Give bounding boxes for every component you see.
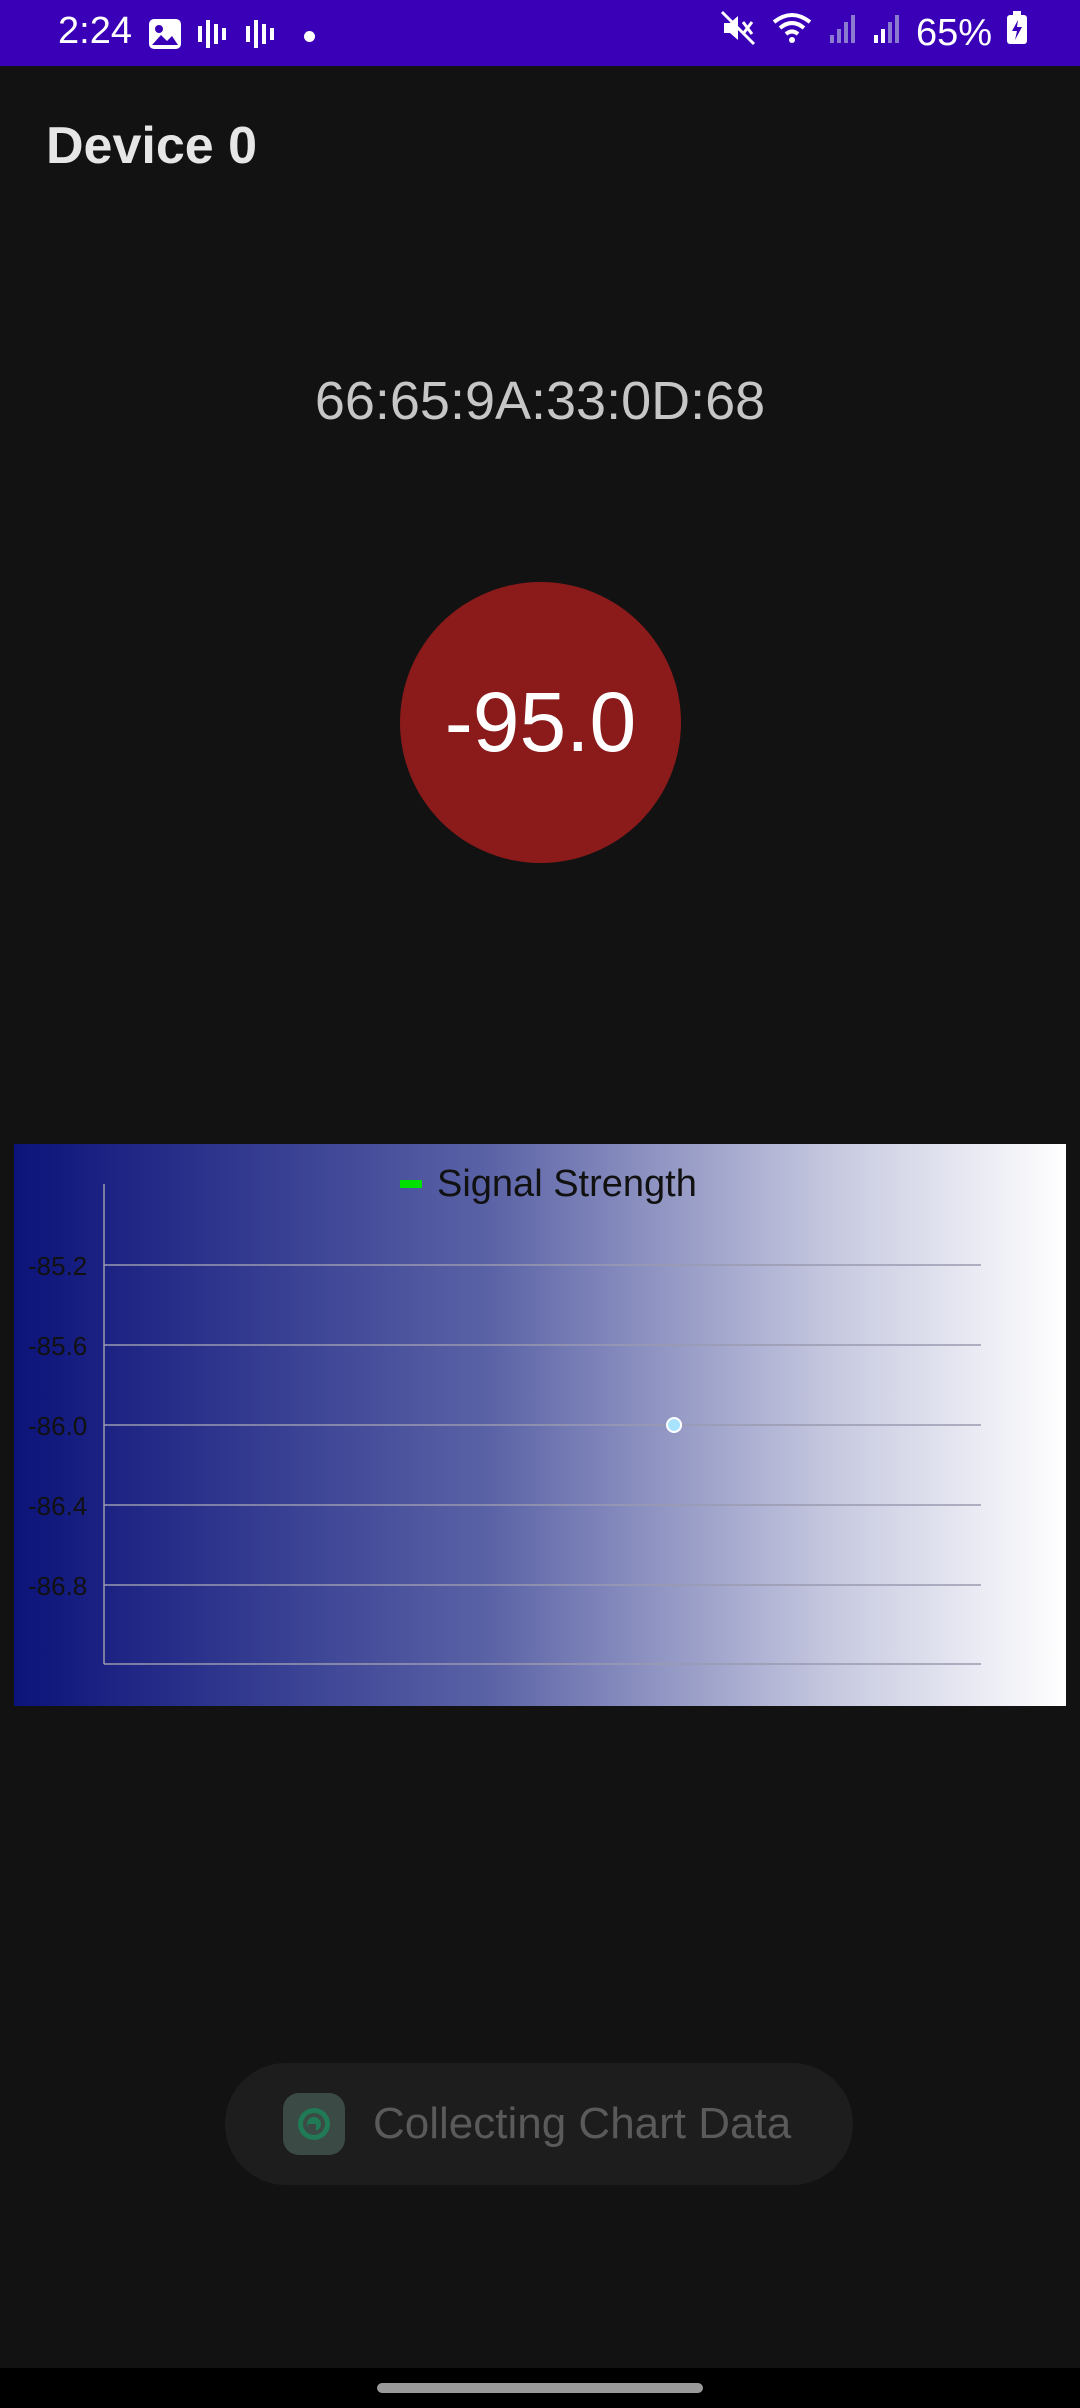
signal-icon (872, 12, 902, 55)
page-title: Device 0 (46, 117, 258, 175)
status-bar: 2:24 65% (0, 0, 1080, 66)
y-tick-label: -86.8 (28, 1571, 87, 1601)
home-gesture-handle[interactable] (377, 2383, 703, 2393)
signal-icon (828, 12, 858, 55)
mac-address: 66:65:9A:33:0D:68 (314, 371, 766, 431)
legend-label: Signal Strength (437, 1163, 697, 1205)
status-time: 2:24 (58, 10, 132, 52)
y-tick-label: -85.6 (28, 1331, 87, 1361)
dot-icon (304, 31, 315, 42)
app-icon (283, 2093, 345, 2155)
data-point (666, 1417, 683, 1433)
status-system-icons: 65% (720, 10, 1028, 56)
chart-canvas: -85.2 -85.6 -86.0 -86.4 -86.8 Signal Strengt… (28, 1163, 981, 1665)
battery-charging-icon (1006, 11, 1028, 55)
y-tick-label: -85.2 (28, 1251, 87, 1281)
wifi-icon (770, 10, 814, 56)
toast-message: Collecting Chart Data (225, 2063, 853, 2185)
status-notification-icons (148, 18, 315, 55)
y-tick-label: -86.0 (28, 1411, 87, 1441)
mute-icon (720, 10, 756, 56)
battery-percent: 65% (915, 11, 992, 54)
voicemail-icon (244, 18, 278, 55)
signal-chart[interactable]: -85.2 -85.6 -86.0 -86.4 -86.8 Signal Strengt… (14, 1144, 1066, 1706)
legend-swatch (400, 1180, 422, 1188)
image-icon (148, 18, 182, 55)
rssi-value: -95.0 (444, 675, 637, 769)
rssi-indicator: -95.0 (400, 582, 681, 863)
y-tick-label: -86.4 (28, 1491, 87, 1521)
voicemail-icon (196, 18, 230, 55)
toast-text: Collecting Chart Data (373, 2099, 792, 2148)
